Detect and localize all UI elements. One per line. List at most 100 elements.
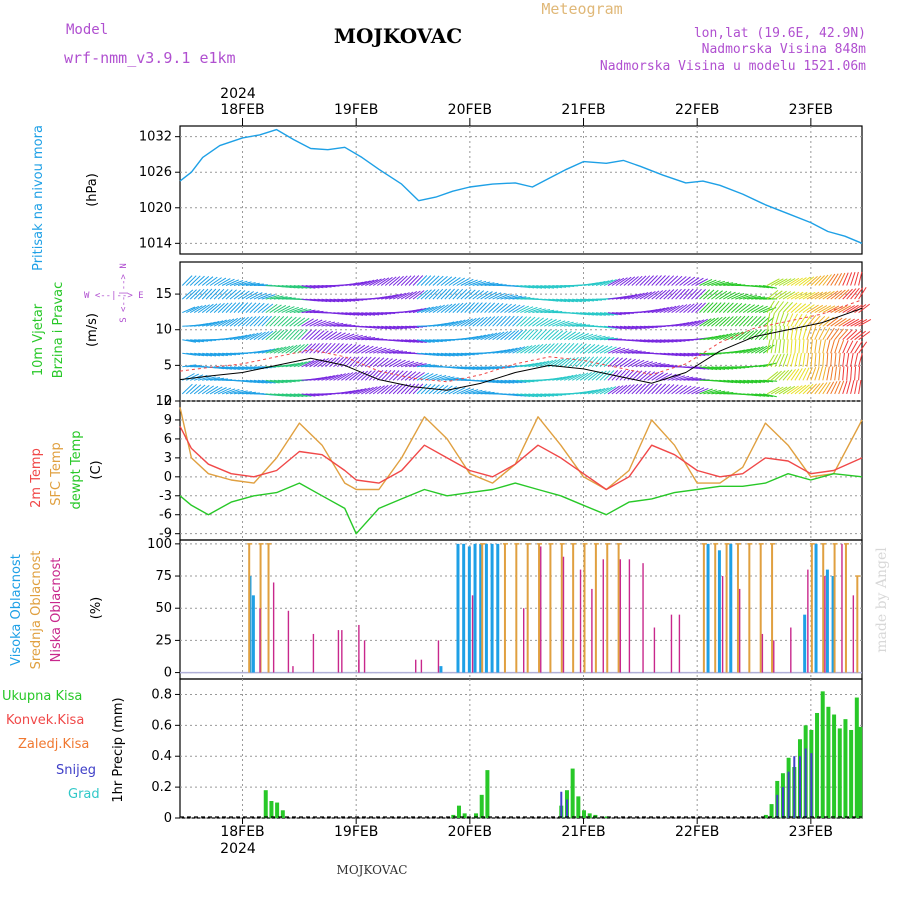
wind-barb	[484, 316, 496, 327]
wind-barb	[218, 352, 232, 356]
wind-barb	[532, 329, 543, 341]
wind-barb	[460, 352, 475, 356]
wind-barb	[699, 388, 713, 395]
wind-barb	[269, 379, 284, 384]
wind-barb	[544, 319, 557, 327]
wind-barb	[778, 386, 792, 395]
wind-barb	[631, 359, 645, 368]
cloud-bars	[180, 543, 862, 674]
wind-barb	[619, 369, 631, 381]
y-tick-label: 0.6	[151, 718, 172, 733]
wind-barb	[850, 272, 856, 286]
cloud-bar	[748, 543, 751, 673]
cloud-bar	[456, 543, 460, 673]
wind-barb	[571, 373, 585, 381]
wind-barb	[269, 295, 284, 300]
wind-barb	[217, 318, 231, 327]
wind-barb	[810, 304, 824, 314]
wind-barb	[309, 329, 321, 341]
wind-barb	[639, 339, 654, 343]
wind-barb	[579, 343, 592, 354]
wind-barb	[293, 285, 308, 289]
wind-barb	[703, 289, 715, 300]
wind-barb	[830, 339, 835, 354]
wind-barb	[858, 303, 871, 313]
wind-barb	[802, 276, 815, 286]
wind-barb	[424, 275, 436, 286]
wind-barb	[197, 288, 209, 300]
wind-gust-line	[179, 299, 863, 383]
wind-barb	[197, 385, 210, 395]
wind-barb	[233, 366, 248, 370]
wind-barb	[607, 278, 621, 286]
cloud-bar	[807, 569, 809, 673]
wind-barb	[452, 277, 465, 286]
wind-barb	[603, 356, 615, 368]
wind-barb	[699, 278, 713, 286]
wind-barb	[257, 303, 269, 313]
wind-barb	[217, 387, 232, 395]
wind-barb	[858, 287, 867, 300]
wind-barb	[241, 316, 253, 327]
y-tick-label: 5	[164, 358, 172, 373]
wind-barb	[786, 368, 796, 381]
wind-barb	[217, 278, 231, 286]
wind-barb	[468, 280, 482, 286]
wind-barb	[755, 393, 769, 397]
wind-barb	[480, 366, 495, 370]
wind-barb	[372, 357, 385, 368]
wind-barb	[265, 347, 279, 354]
wind-barb	[229, 366, 244, 371]
wind-barb	[190, 352, 205, 357]
wind-barb	[253, 292, 267, 300]
wind-barb	[285, 393, 300, 398]
wind-barb	[774, 278, 788, 286]
wind-barb	[202, 321, 216, 327]
wind-barb	[647, 339, 662, 343]
y-tick-label: 0.2	[151, 780, 172, 795]
wind-barb	[850, 330, 862, 341]
wind-barb	[189, 275, 201, 286]
wind-barb	[695, 302, 706, 313]
wind-barb	[770, 290, 783, 300]
wind-barb	[758, 316, 770, 327]
wind-barb	[774, 290, 787, 300]
wind-barb	[396, 383, 408, 395]
wind-barb	[229, 289, 242, 300]
wind-barb	[237, 391, 252, 395]
wind-barb	[830, 366, 834, 381]
y-tick-label: 0	[164, 666, 172, 681]
cloud-bar	[337, 630, 340, 673]
cloud-bar	[549, 543, 552, 673]
wind-barb	[846, 380, 851, 395]
wind-barb	[325, 331, 338, 341]
wind-barb	[603, 370, 615, 381]
wind-barb	[667, 288, 679, 300]
wind-barb	[277, 345, 291, 354]
wind-barb	[245, 379, 260, 384]
cloud-label-3: Niska Oblacnost	[49, 558, 64, 663]
wind-barb	[341, 390, 356, 395]
wind-barb	[209, 288, 221, 300]
wind-barb	[806, 339, 809, 354]
wind-barb	[301, 393, 316, 397]
station-title: MOJKOVAC	[334, 24, 462, 48]
wind-barb	[639, 361, 653, 368]
wind-barb	[703, 335, 718, 341]
wind-barb	[607, 325, 622, 330]
cloud-bar	[471, 595, 474, 673]
wind-barb	[432, 375, 447, 381]
wind-barb	[229, 335, 244, 341]
precip-bar	[810, 753, 813, 818]
wind-barb	[249, 302, 261, 313]
precip-bar	[815, 712, 820, 818]
wind-barb	[249, 332, 263, 341]
wind-barb	[253, 331, 266, 341]
wind-barb	[715, 391, 730, 395]
wind-barb	[349, 371, 361, 381]
wind-barb	[361, 337, 376, 341]
wind-barb	[293, 317, 306, 327]
wind-barb	[707, 302, 718, 313]
wind-barb	[182, 306, 196, 314]
wind-barb	[564, 298, 578, 303]
